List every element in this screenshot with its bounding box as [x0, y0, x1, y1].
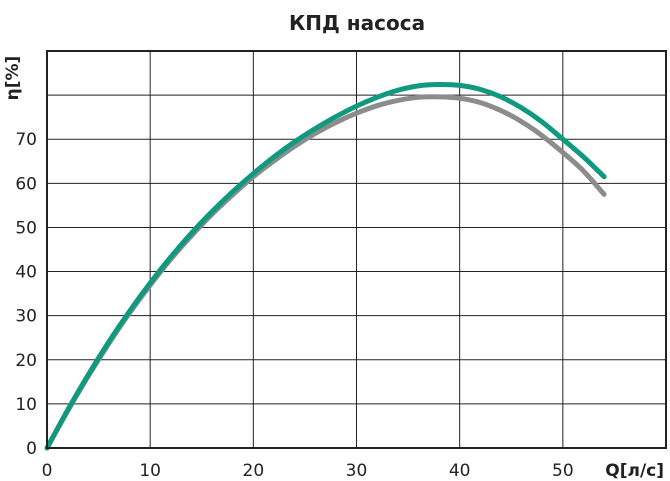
grid-lines	[47, 51, 666, 448]
y-tick-label: 50	[15, 218, 37, 238]
x-tick-label: 20	[243, 461, 265, 481]
y-axis-label: η[%]	[3, 56, 23, 101]
chart-title: КПД насоса	[289, 11, 425, 35]
series-line-2	[44, 94, 607, 451]
x-tick-label: 0	[42, 461, 53, 481]
x-tick-label: 50	[552, 461, 574, 481]
y-tick-label: 30	[15, 307, 37, 327]
y-tick-label: 20	[15, 351, 37, 371]
x-tick-label: 40	[449, 461, 471, 481]
x-tick-labels: 0 10 20 30 40 50	[42, 461, 574, 481]
y-tick-label: 10	[15, 395, 37, 415]
y-tick-label: 0	[26, 439, 37, 459]
x-tick-label: 30	[346, 461, 368, 481]
y-tick-label: 40	[15, 263, 37, 283]
y-tick-label: 70	[15, 130, 37, 150]
series-group	[44, 82, 607, 451]
plot-area-border	[46, 50, 667, 449]
x-tick-label: 10	[139, 461, 161, 481]
y-tick-label: 60	[15, 174, 37, 194]
x-axis-label: Q[л/с]	[605, 461, 664, 481]
y-tick-labels: 0 10 20 30 40 50 60 70	[15, 130, 37, 459]
series-line-1	[44, 82, 607, 451]
